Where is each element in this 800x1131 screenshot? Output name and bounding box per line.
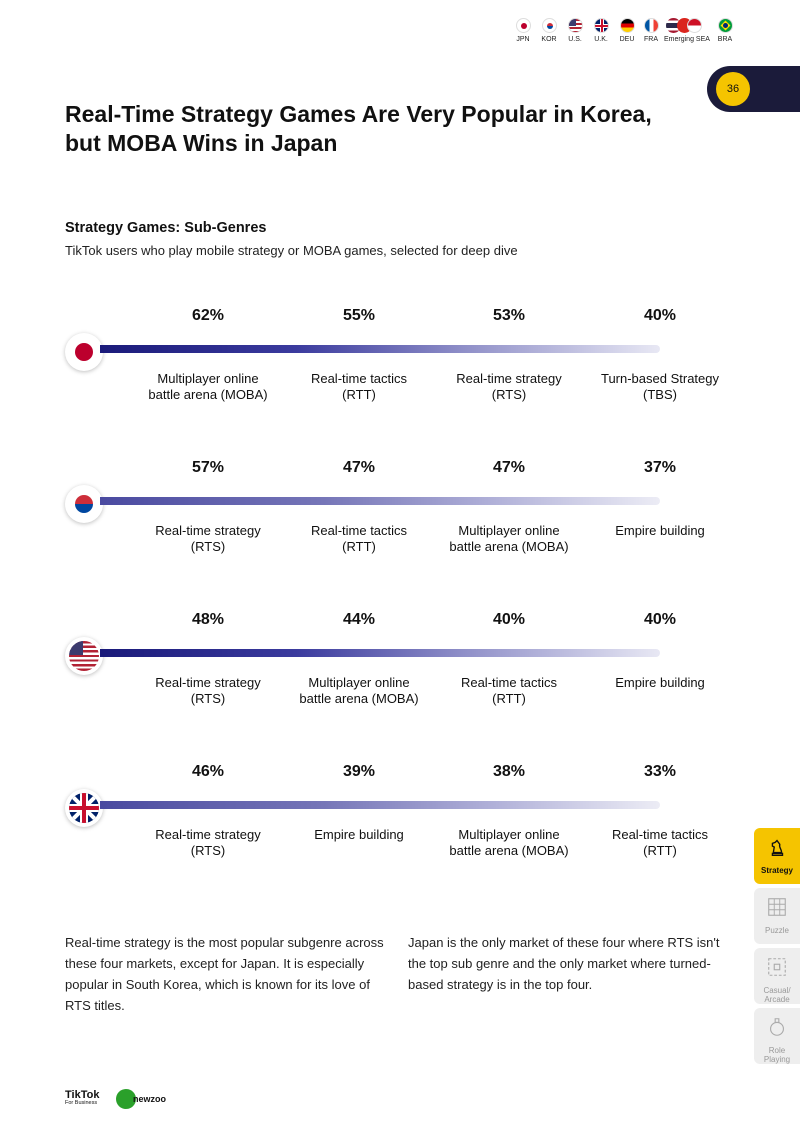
genre-label: Multiplayer online battle arena (MOBA) <box>449 523 569 554</box>
sidebar-item-label: Strategy <box>760 866 793 875</box>
genre-bar <box>100 497 660 505</box>
nav-flag-bra[interactable]: BRA <box>712 18 738 43</box>
logo-text: newzoo <box>133 1094 166 1104</box>
genre-percent: 47% <box>492 459 526 476</box>
korea-flag-icon <box>69 489 99 519</box>
genre-percent: 48% <box>191 611 225 628</box>
genre-percent: 47% <box>342 459 376 476</box>
genre-label: Multiplayer online battle arena (MOBA) <box>449 827 569 858</box>
flag-badge <box>65 637 103 675</box>
sidebar-item-casual-arcade[interactable]: Casual/ Arcade <box>754 948 800 1004</box>
logo-text: TikTok <box>65 1089 100 1101</box>
flag-badge <box>65 333 103 371</box>
nav-flag-label: U.K. <box>594 36 608 43</box>
genre-label: Real-time strategy (RTS) <box>456 371 562 402</box>
genre-label: Empire building <box>314 827 404 842</box>
nav-flag-sea[interactable]: Emerging SEA <box>664 18 710 43</box>
market-row-korea: 57% 47% 47% 37% Real-time strategy (RTS)… <box>0 459 800 569</box>
genre-label: Real-time strategy (RTS) <box>155 675 261 706</box>
nav-flag-label: BRA <box>717 36 733 43</box>
genre-label: Empire building <box>615 675 705 690</box>
sidebar-item-role-playing[interactable]: Role Playing <box>754 1008 800 1064</box>
sidebar-item-label: Puzzle <box>764 926 789 935</box>
uk-flag-icon <box>593 18 609 33</box>
nav-flag-label: FRA <box>644 36 658 43</box>
page-number: 36 <box>716 72 750 106</box>
genre-percent: 33% <box>643 763 677 780</box>
chess-knight-icon <box>771 839 784 856</box>
nav-flag-us[interactable]: U.S. <box>562 18 588 43</box>
genre-label: Turn-based Strategy (TBS) <box>600 371 720 402</box>
body-text-left: Real-time strategy is the most popular s… <box>65 935 384 1013</box>
genre-percent: 62% <box>191 307 225 324</box>
newzoo-mark-icon <box>116 1089 136 1109</box>
nav-flag-jpn[interactable]: JPN <box>510 18 536 43</box>
genre-percent: 40% <box>643 307 677 324</box>
germany-flag-icon <box>619 18 635 33</box>
brazil-flag-icon <box>717 18 733 33</box>
genre-label: Real-time strategy (RTS) <box>155 827 261 858</box>
genre-percent: 57% <box>191 459 225 476</box>
genre-bar <box>100 649 660 657</box>
france-flag-icon <box>643 18 659 33</box>
logo-subtext: For Business <box>65 1100 98 1106</box>
flag-badge <box>65 789 103 827</box>
genre-percent: 39% <box>342 763 376 780</box>
genre-label: Real-time tactics (RTT) <box>460 675 558 706</box>
market-flag-nav: JPN KOR U.S. U.K. DEU FRA E <box>510 18 740 50</box>
arcade-icon <box>768 958 786 976</box>
genre-bar <box>100 345 660 353</box>
sidebar-item-label: Role Playing <box>763 1046 791 1064</box>
genre-label: Multiplayer online battle arena (MOBA) <box>148 371 268 402</box>
sidebar-item-puzzle[interactable]: Puzzle <box>754 888 800 944</box>
japan-flag-icon <box>69 337 99 367</box>
japan-flag-icon <box>515 18 531 33</box>
genre-sidebar: Strategy Puzzle Casual/ Arcade Role Play… <box>754 828 800 1068</box>
genre-label: Real-time tactics (RTT) <box>310 523 408 554</box>
genre-percent: 55% <box>342 307 376 324</box>
market-row-japan: 62% 55% 53% 40% Multiplayer online battl… <box>0 307 800 417</box>
genre-label: Empire building <box>615 523 705 538</box>
puzzle-icon <box>768 898 786 916</box>
genre-percent: 53% <box>492 307 526 324</box>
nav-flag-label: KOR <box>541 36 557 43</box>
body-text-right: Japan is the only market of these four w… <box>408 935 720 992</box>
nav-flag-label: JPN <box>516 36 530 43</box>
nav-flag-label: U.S. <box>568 36 582 43</box>
page-title: Real-Time Strategy Games Are Very Popula… <box>65 101 652 156</box>
genre-percent: 46% <box>191 763 225 780</box>
us-flag-icon <box>69 641 99 671</box>
sea-flags-icon <box>666 18 702 33</box>
genre-percent: 40% <box>492 611 526 628</box>
sidebar-item-strategy[interactable]: Strategy <box>754 828 800 884</box>
potion-icon <box>770 1018 784 1036</box>
korea-flag-icon <box>541 18 557 33</box>
nav-flag-deu[interactable]: DEU <box>614 18 640 43</box>
genre-label: Real-time tactics (RTT) <box>611 827 709 858</box>
us-flag-icon <box>567 18 583 33</box>
flag-badge <box>65 485 103 523</box>
market-row-us: 48% 44% 40% 40% Real-time strategy (RTS)… <box>0 611 800 721</box>
genre-label: Multiplayer online battle arena (MOBA) <box>299 675 419 706</box>
genre-label: Real-time strategy (RTS) <box>155 523 261 554</box>
genre-percent: 40% <box>643 611 677 628</box>
genre-percent: 37% <box>643 459 677 476</box>
nav-flag-label: DEU <box>619 36 635 43</box>
genre-percent: 38% <box>492 763 526 780</box>
market-row-uk: 46% 39% 38% 33% Real-time strategy (RTS)… <box>0 763 800 873</box>
tiktok-for-business-logo: TikTok For Business <box>65 1089 99 1106</box>
sidebar-item-label: Casual/ Arcade <box>763 986 791 1004</box>
genre-bar <box>100 801 660 809</box>
section-description: TikTok users who play mobile strategy or… <box>65 243 518 258</box>
uk-flag-icon <box>69 793 99 823</box>
genre-label: Real-time tactics (RTT) <box>310 371 408 402</box>
section-heading: Strategy Games: Sub-Genres <box>65 220 267 236</box>
nav-flag-kor[interactable]: KOR <box>536 18 562 43</box>
genre-percent: 44% <box>342 611 376 628</box>
nav-flag-label: Emerging SEA <box>664 36 710 43</box>
nav-flag-fra[interactable]: FRA <box>638 18 664 43</box>
nav-flag-uk[interactable]: U.K. <box>588 18 614 43</box>
